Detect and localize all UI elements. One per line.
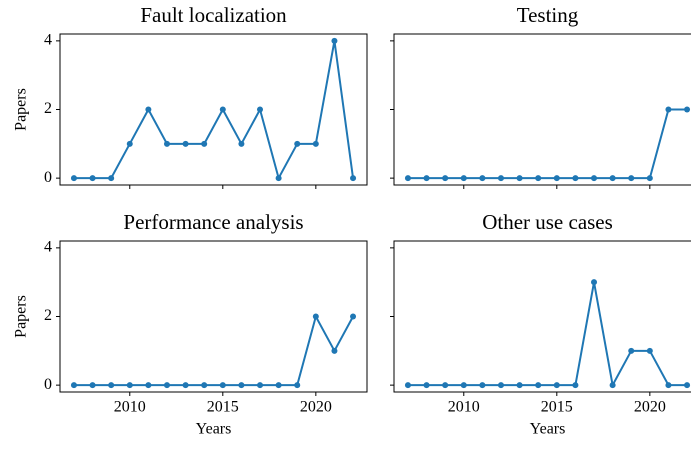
point [350, 175, 357, 182]
point [646, 347, 653, 354]
point [553, 175, 560, 182]
point [70, 175, 77, 182]
point [535, 382, 542, 389]
point [479, 382, 486, 389]
point [684, 106, 691, 113]
y-tick-label: 4 [44, 32, 52, 49]
y-tick-label: 2 [44, 100, 52, 117]
point [89, 175, 96, 182]
point [219, 106, 226, 113]
x-axis-label: Years [530, 421, 566, 438]
point [238, 140, 245, 147]
y-axis-label: Papers [13, 88, 30, 131]
point [201, 140, 208, 147]
x-tick-label: 2020 [634, 399, 666, 416]
point [516, 382, 523, 389]
axes-frame [59, 33, 368, 186]
point [70, 382, 77, 389]
point [275, 382, 282, 389]
point [423, 175, 430, 182]
point [350, 313, 357, 320]
point [404, 175, 411, 182]
y-tick-label: 4 [44, 239, 52, 256]
point [145, 106, 152, 113]
y-tick-label: 0 [44, 376, 52, 393]
point [275, 175, 282, 182]
series-line [407, 108, 688, 180]
point [460, 175, 467, 182]
series-line [407, 282, 688, 389]
point [497, 175, 504, 182]
point [442, 382, 449, 389]
point [312, 140, 319, 147]
point [646, 175, 653, 182]
point [163, 140, 170, 147]
x-tick-label: 2015 [541, 399, 573, 416]
series-line [73, 313, 354, 387]
point [108, 175, 115, 182]
point [404, 382, 411, 389]
point [163, 382, 170, 389]
point [572, 382, 579, 389]
point [628, 347, 635, 354]
point [182, 382, 189, 389]
point [182, 140, 189, 147]
point [479, 175, 486, 182]
point [665, 382, 672, 389]
subplot-title: Testing [517, 3, 579, 27]
point [257, 382, 264, 389]
point [535, 175, 542, 182]
y-tick-label: 0 [44, 169, 52, 186]
x-axis-label: Years [196, 421, 232, 438]
point [665, 106, 672, 113]
subplot-title: Performance analysis [123, 210, 303, 234]
point [423, 382, 430, 389]
point [145, 382, 152, 389]
subplot-title: Fault localization [140, 3, 287, 27]
point [609, 382, 616, 389]
point [294, 382, 301, 389]
point [609, 175, 616, 182]
point [331, 37, 338, 44]
x-tick-label: 2010 [114, 399, 146, 416]
point [312, 313, 319, 320]
point [684, 382, 691, 389]
point [331, 347, 338, 354]
point [294, 140, 301, 147]
x-tick-label: 2010 [448, 399, 480, 416]
point [442, 175, 449, 182]
point [591, 279, 598, 286]
axes-frame [393, 240, 691, 393]
point [516, 175, 523, 182]
point [628, 175, 635, 182]
axes-frame [393, 33, 691, 186]
point [89, 382, 96, 389]
point [591, 175, 598, 182]
axes-frame [59, 240, 368, 393]
y-axis-label: Papers [13, 295, 30, 338]
y-tick-label: 2 [44, 307, 52, 324]
series-line [73, 40, 355, 181]
point [238, 382, 245, 389]
point [572, 175, 579, 182]
point [108, 382, 115, 389]
x-tick-label: 2015 [207, 399, 239, 416]
point [257, 106, 264, 113]
point [201, 382, 208, 389]
point [126, 382, 133, 389]
point [126, 140, 133, 147]
point [219, 382, 226, 389]
point [460, 382, 467, 389]
point [497, 382, 504, 389]
x-tick-label: 2020 [300, 399, 332, 416]
point [553, 382, 560, 389]
subplot-title: Other use cases [482, 210, 613, 234]
